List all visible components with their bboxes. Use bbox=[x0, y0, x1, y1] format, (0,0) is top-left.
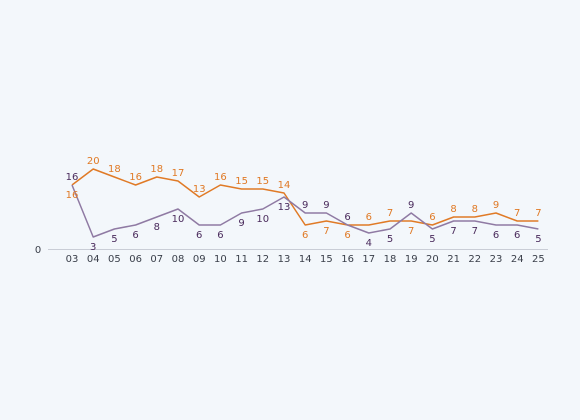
x-tick-label: 06 bbox=[129, 254, 142, 265]
data-label-series-1: 16 bbox=[129, 172, 142, 183]
data-label-series-2: 6 bbox=[132, 230, 138, 241]
data-label-series-1: 13 bbox=[193, 184, 206, 195]
data-label-series-1: 7 bbox=[387, 208, 393, 219]
data-label-series-1: 8 bbox=[472, 204, 478, 215]
data-label-series-2: 16 bbox=[66, 172, 79, 183]
data-label-series-1: 18 bbox=[108, 164, 121, 175]
x-tick-label: 16 bbox=[341, 254, 354, 265]
x-tick-label: 07 bbox=[150, 254, 163, 265]
data-label-series-1: 7 bbox=[408, 226, 414, 237]
x-axis-ticks: 03 04 05 06 07 08 09 10 11 12 13 14 15 16 17 18 19 20 21 22… bbox=[66, 254, 545, 265]
y-tick-label: 0 bbox=[35, 245, 41, 256]
x-tick-label: 13 bbox=[278, 254, 291, 265]
x-tick-label: 22 bbox=[468, 254, 481, 265]
data-label-series-2: 5 bbox=[535, 234, 541, 245]
data-label-series-2: 9 bbox=[238, 218, 244, 229]
x-tick-label: 15 bbox=[320, 254, 333, 265]
x-tick-label: 04 bbox=[87, 254, 100, 265]
data-label-series-1: 16 bbox=[66, 190, 79, 201]
data-label-series-2: 6 bbox=[514, 230, 520, 241]
data-label-series-2: 5 bbox=[429, 234, 435, 245]
data-label-series-1: 6 bbox=[366, 212, 372, 223]
x-tick-label: 21 bbox=[447, 254, 460, 265]
data-label-series-2: 3 bbox=[90, 242, 96, 253]
data-label-series-2: 7 bbox=[450, 226, 456, 237]
data-label-series-1: 17 bbox=[172, 168, 185, 179]
data-label-series-2: 10 bbox=[172, 214, 185, 225]
data-label-series-1: 16 bbox=[214, 172, 227, 183]
x-tick-label: 19 bbox=[405, 254, 418, 265]
data-label-series-2: 5 bbox=[111, 234, 117, 245]
data-label-series-2: 8 bbox=[154, 222, 160, 233]
data-label-series-1: 7 bbox=[323, 226, 329, 237]
x-tick-label: 23 bbox=[490, 254, 503, 265]
data-label-series-1: 8 bbox=[450, 204, 456, 215]
data-labels: 16 20 18 16 18 17 13 16 15 15 14 6 7 6 6 7 7 6 8 8 9 7 7 16 3 5 6 8… bbox=[66, 156, 542, 253]
x-tick-label: 14 bbox=[299, 254, 312, 265]
x-tick-label: 12 bbox=[256, 254, 269, 265]
x-tick-label: 18 bbox=[384, 254, 397, 265]
x-tick-label: 10 bbox=[214, 254, 227, 265]
x-tick-label: 03 bbox=[66, 254, 79, 265]
data-label-series-1: 7 bbox=[514, 208, 520, 219]
data-label-series-1: 6 bbox=[429, 212, 435, 223]
x-tick-label: 24 bbox=[511, 254, 524, 265]
data-label-series-2: 6 bbox=[196, 230, 202, 241]
x-tick-label: 20 bbox=[426, 254, 439, 265]
data-label-series-1: 15 bbox=[256, 176, 269, 187]
data-label-series-2: 6 bbox=[217, 230, 223, 241]
data-label-series-2: 6 bbox=[493, 230, 499, 241]
x-tick-label: 08 bbox=[172, 254, 185, 265]
x-tick-label: 11 bbox=[235, 254, 248, 265]
y-axis-ticks: 0 bbox=[35, 245, 41, 256]
data-label-series-2: 9 bbox=[323, 200, 329, 211]
data-label-series-2: 13 bbox=[278, 202, 291, 213]
data-label-series-2: 9 bbox=[302, 200, 308, 211]
data-label-series-1: 20 bbox=[87, 156, 100, 167]
data-label-series-1: 14 bbox=[278, 180, 291, 191]
data-label-series-2: 6 bbox=[344, 212, 350, 223]
x-tick-label: 25 bbox=[532, 254, 545, 265]
data-label-series-1: 18 bbox=[150, 164, 163, 175]
series-line-2 bbox=[71, 184, 539, 238]
data-label-series-2: 7 bbox=[472, 226, 478, 237]
data-label-series-1: 7 bbox=[535, 208, 541, 219]
data-label-series-1: 9 bbox=[493, 200, 499, 211]
data-label-series-2: 10 bbox=[256, 214, 269, 225]
x-tick-label: 17 bbox=[362, 254, 375, 265]
data-label-series-1: 6 bbox=[344, 230, 350, 241]
series-lines bbox=[71, 168, 539, 238]
data-label-series-1: 15 bbox=[235, 176, 248, 187]
series-line-1 bbox=[71, 168, 539, 226]
x-tick-label: 09 bbox=[193, 254, 206, 265]
data-label-series-2: 5 bbox=[387, 234, 393, 245]
x-tick-label: 05 bbox=[108, 254, 121, 265]
data-label-series-1: 6 bbox=[302, 230, 308, 241]
data-label-series-2: 9 bbox=[408, 200, 414, 211]
data-label-series-2: 4 bbox=[366, 238, 372, 249]
